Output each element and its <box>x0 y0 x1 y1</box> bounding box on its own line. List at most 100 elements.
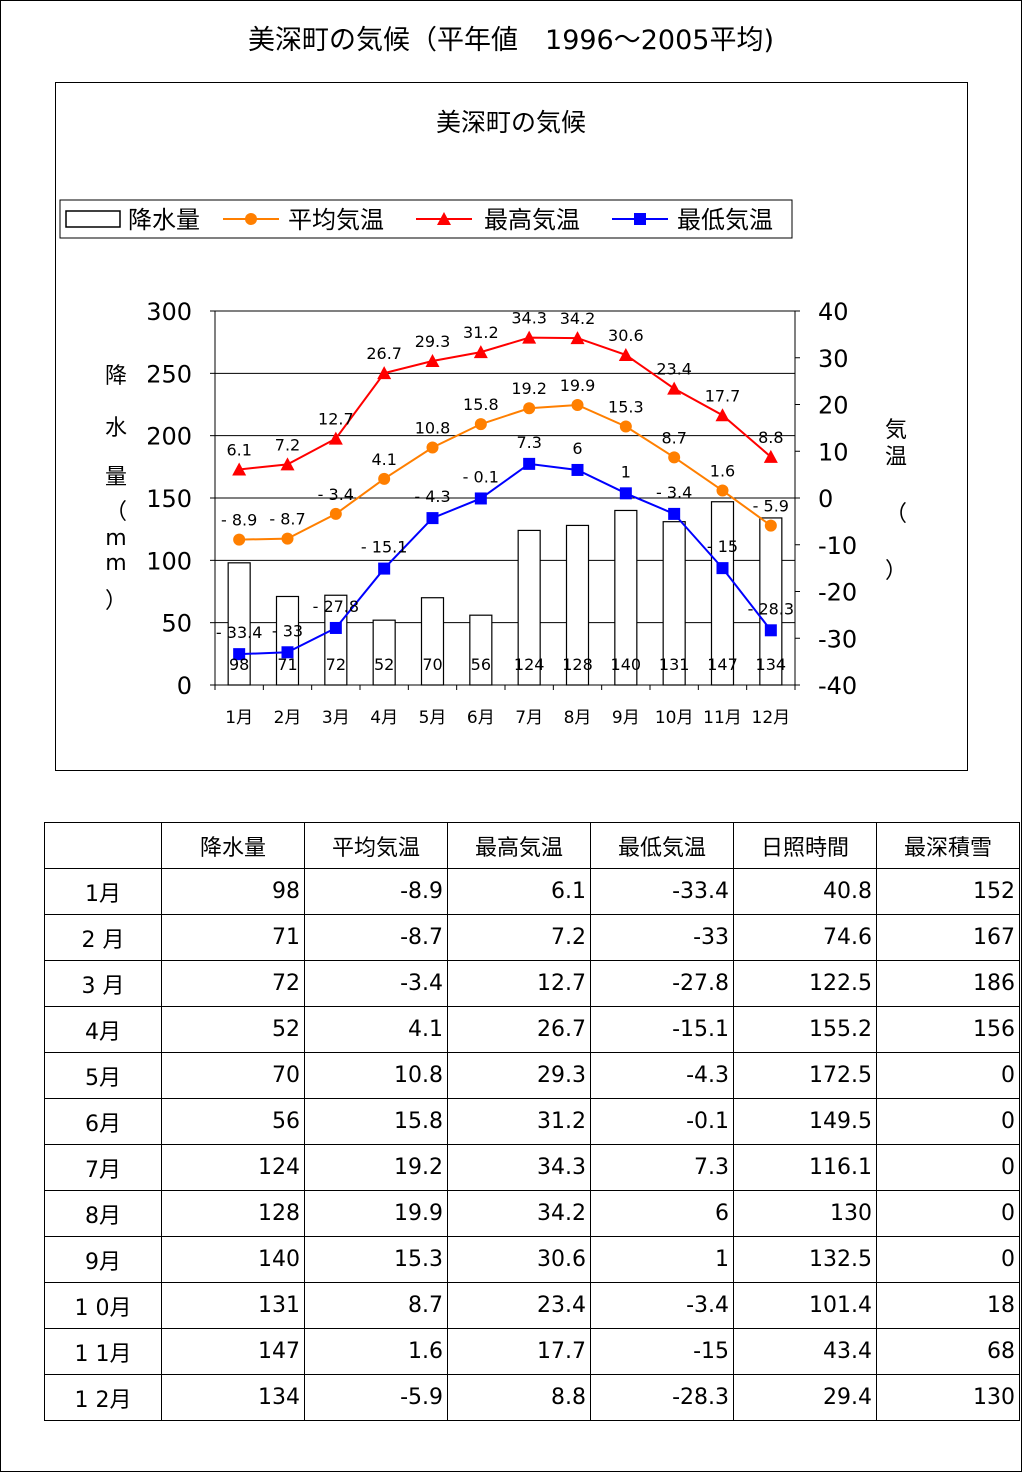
line-value-label: - 28.3 <box>748 599 794 618</box>
table-cell: 43.4 <box>733 1328 877 1375</box>
data-point <box>378 472 391 485</box>
line-value-label: 30.6 <box>608 326 644 345</box>
table-cell: 7.3 <box>590 1144 734 1191</box>
table-cell: 128 <box>161 1190 305 1237</box>
x-tick-label: 6月 <box>467 708 495 728</box>
line-value-label: 29.3 <box>415 332 451 351</box>
table-cell: 70 <box>161 1052 305 1099</box>
table-body: 1月 98 -8.9 6.1 -33.4 40.8 152 2 月 71 -8.7 7.2 -33 74… <box>44 868 1020 1421</box>
data-point <box>232 462 247 476</box>
data-point <box>474 418 487 431</box>
table-cell: 152 <box>876 868 1020 915</box>
table-row: 1月 98 -8.9 6.1 -33.4 40.8 152 <box>44 868 1020 915</box>
line-value-label: - 15.1 <box>361 538 407 557</box>
precipitation-bar <box>372 619 396 686</box>
bar-value-label: 71 <box>277 655 297 674</box>
legend-marker <box>245 213 257 225</box>
line-series <box>233 398 777 546</box>
table-cell: 34.2 <box>447 1190 591 1237</box>
bar-value-label: 124 <box>514 655 545 674</box>
data-point <box>233 533 246 546</box>
legend-marker <box>634 213 646 225</box>
table-cell: 130 <box>876 1374 1020 1421</box>
chart-area: 美深町の気候 降水量 平均気温 最高気温 最低気温 0 50 100 150 200 250 300-… <box>55 82 968 771</box>
table-cell: -27.8 <box>590 960 734 1007</box>
table-cell: 18 <box>876 1282 1020 1329</box>
table-cell: 116.1 <box>733 1144 877 1191</box>
data-labels: 98 71 72 52 70 56 124 128 140 131 147 134 - 8.9 - 8.7… <box>216 309 794 674</box>
table-cell: 17.7 <box>447 1328 591 1375</box>
y-right-tick-label: -40 <box>818 672 857 700</box>
table-cell: 8.7 <box>304 1282 448 1329</box>
table-cell: -8.7 <box>304 914 448 961</box>
y-left-axis-label-char: m <box>105 551 126 576</box>
table-cell: 40.8 <box>733 868 877 915</box>
y-left-tick-label: 250 <box>146 360 192 388</box>
table-row: 4月 52 4.1 26.7 -15.1 155.2 156 <box>44 1006 1020 1053</box>
line-value-label: 17.7 <box>705 386 741 405</box>
page-title: 美深町の気候（平年値 1996～2005平均) <box>248 25 774 56</box>
table-cell: 19.9 <box>304 1190 448 1237</box>
bar-value-label: 128 <box>562 655 593 674</box>
table-cell: 29.3 <box>447 1052 591 1099</box>
table-cell: -0.1 <box>590 1098 734 1145</box>
x-tick-label: 3月 <box>322 708 350 728</box>
y-right-axis-label-char: （ <box>885 502 907 527</box>
table-cell: 134 <box>161 1374 305 1421</box>
line-value-label: 7.2 <box>275 435 300 454</box>
x-tick-label: 9月 <box>612 708 640 728</box>
line-value-label: - 15 <box>707 537 738 556</box>
table-header-cell: 最深積雪 <box>876 822 1020 869</box>
data-point <box>329 507 342 520</box>
y-left-tick-label: 0 <box>177 672 192 700</box>
line-value-label: 15.8 <box>463 395 499 414</box>
table-cell: 172.5 <box>733 1052 877 1099</box>
data-point <box>377 366 392 380</box>
data-point <box>281 532 294 545</box>
table-header-row: 降水量 平均気温 最高気温 最低気温 日照時間 最深積雪 <box>44 822 1020 869</box>
table-row: 6月 56 15.8 31.2 -0.1 149.5 0 <box>44 1098 1020 1145</box>
table-cell: 98 <box>161 868 305 915</box>
table-cell: -3.4 <box>304 960 448 1007</box>
line-value-label: - 4.3 <box>414 487 450 506</box>
x-tick-label: 10月 <box>655 708 694 728</box>
chart-title: 美深町の気候 <box>436 108 586 137</box>
table-cell: 23.4 <box>447 1282 591 1329</box>
line-value-label: - 8.9 <box>221 511 257 530</box>
line-value-label: 6.1 <box>226 440 251 459</box>
y-right-tick-label: 30 <box>818 345 849 373</box>
x-tick-label: 2月 <box>274 708 302 728</box>
table-row: 2 月 71 -8.7 7.2 -33 74.6 167 <box>44 914 1020 961</box>
table-cell: 1 <box>590 1236 734 1283</box>
x-tick-label: 11月 <box>703 708 742 728</box>
line-value-label: - 8.7 <box>269 510 305 529</box>
table-row-month: 4月 <box>44 1006 162 1053</box>
data-point <box>668 451 681 464</box>
climate-table: 降水量 平均気温 最高気温 最低気温 日照時間 最深積雪 1月 98 -8.9 6.1 -33.4… <box>44 822 1020 1421</box>
data-point <box>764 624 777 637</box>
axis-ticks <box>210 310 800 690</box>
table-row-month: 6月 <box>44 1098 162 1145</box>
series-line <box>239 403 772 541</box>
table-cell: 149.5 <box>733 1098 877 1145</box>
table-row: 8月 128 19.9 34.2 6 130 0 <box>44 1190 1020 1237</box>
table-cell: 124 <box>161 1144 305 1191</box>
y-right-axis-label-char: ） <box>885 559 907 584</box>
line-value-label: - 0.1 <box>463 467 499 486</box>
gridlines <box>215 310 795 624</box>
table-cell: -4.3 <box>590 1052 734 1099</box>
bar-value-label: 131 <box>659 655 690 674</box>
y-right-tick-label: 0 <box>818 485 833 513</box>
y-left-tick-label: 150 <box>146 485 192 513</box>
legend-swatch-bar <box>65 210 121 228</box>
table-cell: 26.7 <box>447 1006 591 1053</box>
table-cell: 122.5 <box>733 960 877 1007</box>
data-point <box>281 646 294 659</box>
x-tick-label: 7月 <box>515 708 543 728</box>
x-tick-label: 4月 <box>370 708 398 728</box>
line-value-label: 34.3 <box>511 309 547 328</box>
legend-marker <box>437 212 451 225</box>
y-left-tick-label: 300 <box>146 298 192 326</box>
data-point <box>570 331 585 345</box>
table-cell: 34.3 <box>447 1144 591 1191</box>
